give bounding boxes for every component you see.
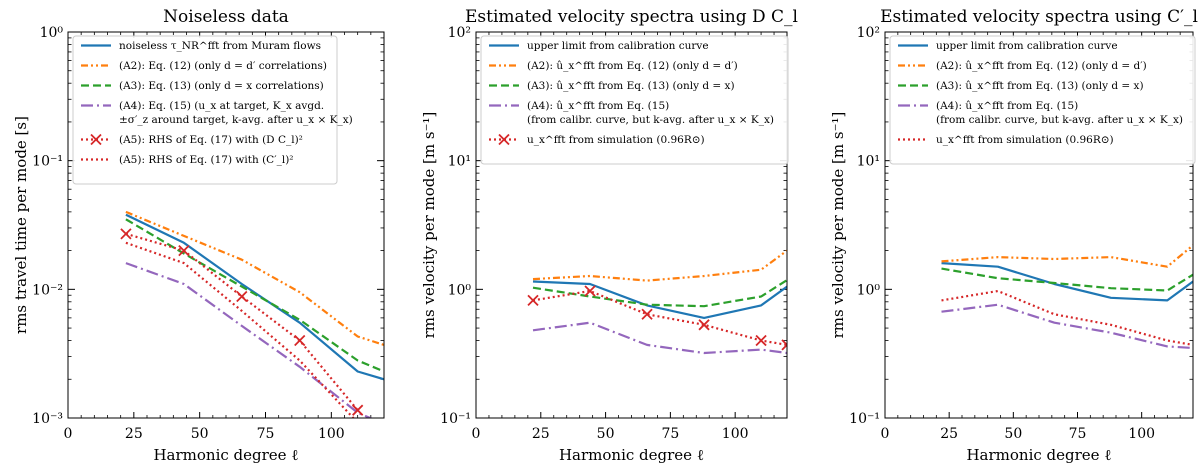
legend-label: (from calibr. curve, but k-avg. after u_… [527, 114, 774, 126]
legend-label: (A2): Eq. (12) (only d = d′ correlations… [119, 60, 327, 72]
chart-panel-2: Estimated velocity spectra using D C_l 0 2… [420, 7, 798, 464]
series-line-5 [125, 232, 359, 411]
chart-title: Estimated velocity spectra using C′_l [880, 7, 1198, 27]
y-tick-label: 10¹ [857, 154, 880, 170]
legend-label: (A3): û_x^fft from Eq. (13) (only d = x) [527, 80, 735, 92]
x-tick-label: 25 [532, 426, 550, 442]
x-tick-label: 50 [1004, 426, 1022, 442]
x-tick-label: 75 [1069, 426, 1087, 442]
y-tick-label: 10⁻² [32, 282, 63, 298]
series-line-2 [532, 249, 787, 282]
series-group [527, 249, 787, 355]
data-point-marker [352, 404, 364, 416]
legend-marker [498, 133, 510, 146]
plot-frame [884, 31, 1194, 419]
chart-title: Noiseless data [163, 7, 289, 27]
plot-frame [67, 31, 385, 419]
data-point-marker [294, 334, 306, 347]
series-line-3 [125, 218, 384, 373]
x-tick-label: 50 [191, 426, 209, 442]
series-group [120, 210, 384, 418]
data-point-marker [641, 308, 653, 320]
x-tick-label: 50 [597, 426, 615, 442]
legend-label: (A4): û_x^fft from Eq. (15) [527, 100, 669, 112]
legend-label: (A2): û_x^fft from Eq. (12) (only d = d′… [936, 60, 1147, 72]
series-line-4 [532, 321, 787, 355]
y-tick-label: 10² [857, 25, 880, 41]
legend-label: (A4): Eq. (15) (u_x at target, K_x avgd. [119, 100, 324, 112]
legend-marker [90, 133, 102, 146]
series-line-3 [941, 267, 1193, 292]
y-axis-label: rms travel time per mode [s] [12, 116, 30, 334]
x-axis-label: Harmonic degree ℓ [966, 446, 1111, 464]
series-line-1 [941, 262, 1193, 302]
legend-box [889, 35, 1196, 165]
legend-label: (A2): û_x^fft from Eq. (12) (only d = d′… [527, 60, 738, 72]
data-point-marker [698, 319, 710, 331]
x-tick-label: 75 [257, 426, 275, 442]
series-line-3 [532, 279, 787, 308]
legend: noiseless τ_NR^fft from Muram flows (A2):… [72, 35, 353, 185]
y-tick-label: 10⁻³ [32, 411, 63, 427]
legend-label: u_x^fft from simulation (0.96R⊙) [936, 134, 1114, 146]
legend-label: upper limit from calibration curve [527, 40, 709, 52]
plot-frame [475, 31, 788, 419]
y-tick-label: 10⁰ [857, 282, 881, 298]
y-tick-label: 10⁻¹ [849, 411, 880, 427]
series-line-1 [532, 280, 787, 319]
data-point-marker [120, 228, 132, 240]
series-line-2 [941, 244, 1193, 268]
y-tick-label: 10⁰ [448, 282, 472, 298]
chart-panel-1: Noiseless data 0 25 50 75 100 10⁻³ 10⁻² 10⁻¹ 10⁰ H… [12, 7, 385, 464]
legend-label: (A3): Eq. (13) (only d = x correlations) [119, 80, 324, 92]
chart-panel-3: Estimated velocity spectra using C′_l 0 25… [829, 7, 1198, 464]
x-tick-label: 100 [722, 426, 749, 442]
legend-label: (A5): RHS of Eq. (17) with (C′_l)² [119, 154, 294, 166]
y-tick-label: 10² [448, 25, 471, 41]
x-tick-label: 75 [661, 426, 679, 442]
x-tick-label: 100 [1128, 426, 1155, 442]
x-tick-label: 100 [318, 426, 345, 442]
legend-label: (A5): RHS of Eq. (17) with (D C_l)² [119, 134, 303, 146]
legend-box [72, 35, 338, 185]
series-line-4 [125, 262, 373, 418]
legend-label: (from calibr. curve, but k-avg. after u_… [936, 114, 1183, 126]
data-point-marker [527, 294, 539, 307]
legend-label: ±σ′_z around target, k-avg. after u_x × … [119, 114, 353, 126]
x-tick-label: 0 [64, 426, 73, 442]
x-tick-label: 25 [940, 426, 958, 442]
data-point-marker [178, 244, 190, 257]
y-tick-label: 10⁻¹ [440, 411, 471, 427]
data-point-marker [755, 334, 767, 347]
legend-label: u_x^fft from simulation (0.96R⊙) [527, 134, 705, 146]
legend-label: (A3): û_x^fft from Eq. (13) (only d = x) [936, 80, 1144, 92]
data-point-marker [584, 285, 596, 297]
y-tick-label: 10⁻¹ [32, 154, 63, 170]
x-tick-label: 25 [125, 426, 143, 442]
series-line-2 [125, 210, 384, 346]
x-axis-label: Harmonic degree ℓ [559, 446, 704, 464]
series-line-6 [125, 241, 355, 418]
y-axis-label: rms velocity per mode [m s⁻¹] [420, 112, 438, 339]
series-group [941, 244, 1193, 350]
y-tick-label: 10⁰ [40, 25, 64, 41]
legend: upper limit from calibration curve (A2): … [889, 35, 1196, 165]
data-point-marker [781, 339, 787, 351]
x-tick-label: 0 [472, 426, 481, 442]
chart-title: Estimated velocity spectra using D C_l [465, 7, 798, 27]
legend-label: upper limit from calibration curve [936, 40, 1118, 52]
legend-label: noiseless τ_NR^fft from Muram flows [119, 40, 321, 52]
series-line-1 [125, 213, 384, 381]
legend-box [480, 35, 789, 165]
y-tick-label: 10¹ [448, 154, 471, 170]
data-point-marker [236, 290, 248, 303]
series-line-4 [941, 303, 1193, 350]
x-axis-label: Harmonic degree ℓ [153, 446, 298, 464]
y-axis-label: rms velocity per mode [m s⁻¹] [829, 112, 847, 339]
legend: upper limit from calibration curve (A2): … [480, 35, 789, 165]
legend-label: (A4): û_x^fft from Eq. (15) [936, 100, 1078, 112]
x-tick-label: 0 [881, 426, 890, 442]
series-line-5 [532, 289, 787, 346]
